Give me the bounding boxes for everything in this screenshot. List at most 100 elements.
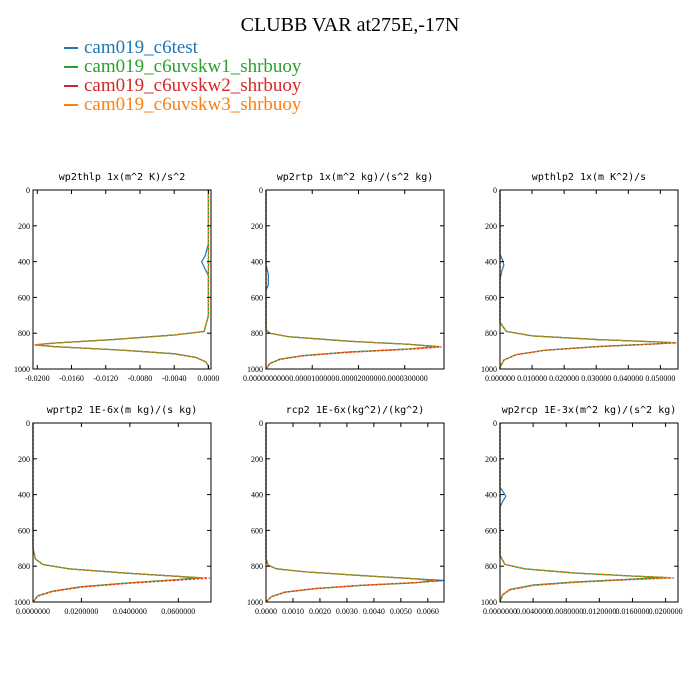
x-tick-label: 0.0000200000	[335, 374, 381, 383]
x-tick-label: -0.0040	[162, 374, 187, 383]
legend-item: cam019_c6uvskw1_shrbuoy	[64, 57, 301, 76]
x-tick-label: 0.000000	[485, 374, 515, 383]
y-tick-label: 200	[18, 222, 30, 231]
plot-frame	[499, 422, 679, 603]
plot-frame	[265, 189, 445, 370]
y-tick-label: 400	[485, 491, 497, 500]
panel-title: rcp2 1E-6x(kg^2)/(kg^2)	[286, 405, 424, 416]
legend-swatch	[64, 103, 78, 106]
y-tick-label: 800	[251, 562, 263, 571]
y-tick-label: 200	[18, 455, 30, 464]
plot-frame	[265, 422, 445, 603]
x-tick-label: 0.030000	[581, 374, 611, 383]
legend-swatch	[64, 46, 78, 49]
series-line	[32, 423, 210, 603]
x-tick-label: 0.050000	[645, 374, 675, 383]
series-line	[32, 423, 205, 603]
x-tick-label: 0.0160000	[615, 607, 649, 616]
y-tick-label: 1000	[14, 365, 30, 374]
x-tick-label: 0.0040	[363, 607, 385, 616]
y-tick-label: 0	[259, 186, 263, 195]
y-tick-label: 800	[18, 329, 30, 338]
y-tick-label: 200	[251, 222, 263, 231]
y-tick-label: 400	[485, 258, 497, 267]
x-tick-label: 0.0080000	[549, 607, 583, 616]
y-tick-label: 1000	[481, 365, 497, 374]
series-line	[32, 423, 196, 603]
y-tick-label: 1000	[247, 365, 263, 374]
panel-title: wp2rtp 1x(m^2 kg)/(s^2 kg)	[277, 172, 434, 183]
x-tick-label: 0.040000	[613, 374, 643, 383]
series-line	[34, 190, 210, 369]
y-tick-label: 400	[251, 258, 263, 267]
panel-title: wp2thlp 1x(m^2 K)/s^2	[59, 172, 185, 183]
x-tick-label: 0.0060	[417, 607, 439, 616]
x-tick-label: 0.020000	[549, 374, 579, 383]
x-tick-label: 0.0000300000	[382, 374, 428, 383]
x-tick-label: 0.0000100000	[289, 374, 335, 383]
series-line	[499, 423, 674, 603]
series-line	[32, 423, 203, 603]
y-tick-label: 0	[26, 186, 30, 195]
series-line	[499, 190, 676, 369]
panel-title: wprtp2 1E-6x(m kg)/(s kg)	[47, 405, 198, 416]
x-tick-label: -0.0160	[59, 374, 84, 383]
y-tick-label: 600	[251, 293, 263, 302]
series-line	[499, 190, 672, 369]
legend-label: cam019_c6uvskw1_shrbuoy	[84, 56, 302, 77]
x-tick-label: 0.0000	[197, 374, 219, 383]
x-tick-label: 0.0200000	[64, 607, 98, 616]
panel-title: wp2rcp 1E-3x(m^2 kg)/(s^2 kg)	[502, 405, 677, 416]
series-line	[265, 190, 437, 370]
legend-item: cam019_c6test	[64, 38, 301, 57]
x-tick-label: -0.0080	[128, 374, 153, 383]
figure-title: CLUBB VAR at275E,-17N	[240, 14, 460, 36]
x-tick-label: 0.0000000000	[243, 374, 289, 383]
y-tick-label: 800	[251, 329, 263, 338]
y-tick-label: 1000	[247, 598, 263, 607]
x-tick-label: 0.0000000	[483, 607, 517, 616]
y-tick-label: 800	[18, 562, 30, 571]
x-tick-label: 0.0000	[255, 607, 277, 616]
series-line	[265, 190, 440, 370]
y-tick-label: 0	[259, 419, 263, 428]
legend-label: cam019_c6test	[84, 37, 198, 58]
y-tick-label: 600	[251, 526, 263, 535]
y-tick-label: 200	[485, 222, 497, 231]
y-tick-label: 400	[18, 258, 30, 267]
x-tick-label: 0.010000	[517, 374, 547, 383]
x-tick-label: 0.0030	[336, 607, 358, 616]
y-tick-label: 400	[251, 491, 263, 500]
plot-frame	[32, 422, 212, 603]
x-tick-label: 0.0010	[282, 607, 304, 616]
legend-label: cam019_c6uvskw3_shrbuoy	[84, 94, 302, 115]
legend-item: cam019_c6uvskw2_shrbuoy	[64, 76, 301, 95]
y-tick-label: 0	[493, 419, 497, 428]
x-tick-label: 0.0040000	[516, 607, 550, 616]
y-tick-label: 0	[493, 186, 497, 195]
y-tick-label: 1000	[481, 598, 497, 607]
plot-frame	[32, 189, 212, 370]
series-line	[499, 190, 675, 369]
panel-title: wpthlp2 1x(m K^2)/s	[532, 172, 646, 183]
x-tick-label: -0.0120	[93, 374, 118, 383]
y-tick-label: 600	[18, 293, 30, 302]
y-tick-label: 0	[26, 419, 30, 428]
series-line	[499, 423, 672, 603]
y-tick-label: 400	[18, 491, 30, 500]
x-tick-label: 0.0120000	[582, 607, 616, 616]
x-tick-label: 0.0400000	[113, 607, 147, 616]
legend-label: cam019_c6uvskw2_shrbuoy	[84, 75, 302, 96]
y-tick-label: 200	[251, 455, 263, 464]
series-line	[265, 190, 438, 370]
x-tick-label: 0.0050	[390, 607, 412, 616]
x-tick-label: 0.0020	[309, 607, 331, 616]
x-tick-label: -0.0200	[25, 374, 50, 383]
x-tick-label: 0.0200000	[649, 607, 683, 616]
series-line	[265, 190, 442, 370]
y-tick-label: 600	[485, 526, 497, 535]
y-tick-label: 800	[485, 562, 497, 571]
legend-swatch	[64, 84, 78, 87]
series-line	[499, 423, 670, 603]
y-tick-label: 600	[485, 293, 497, 302]
